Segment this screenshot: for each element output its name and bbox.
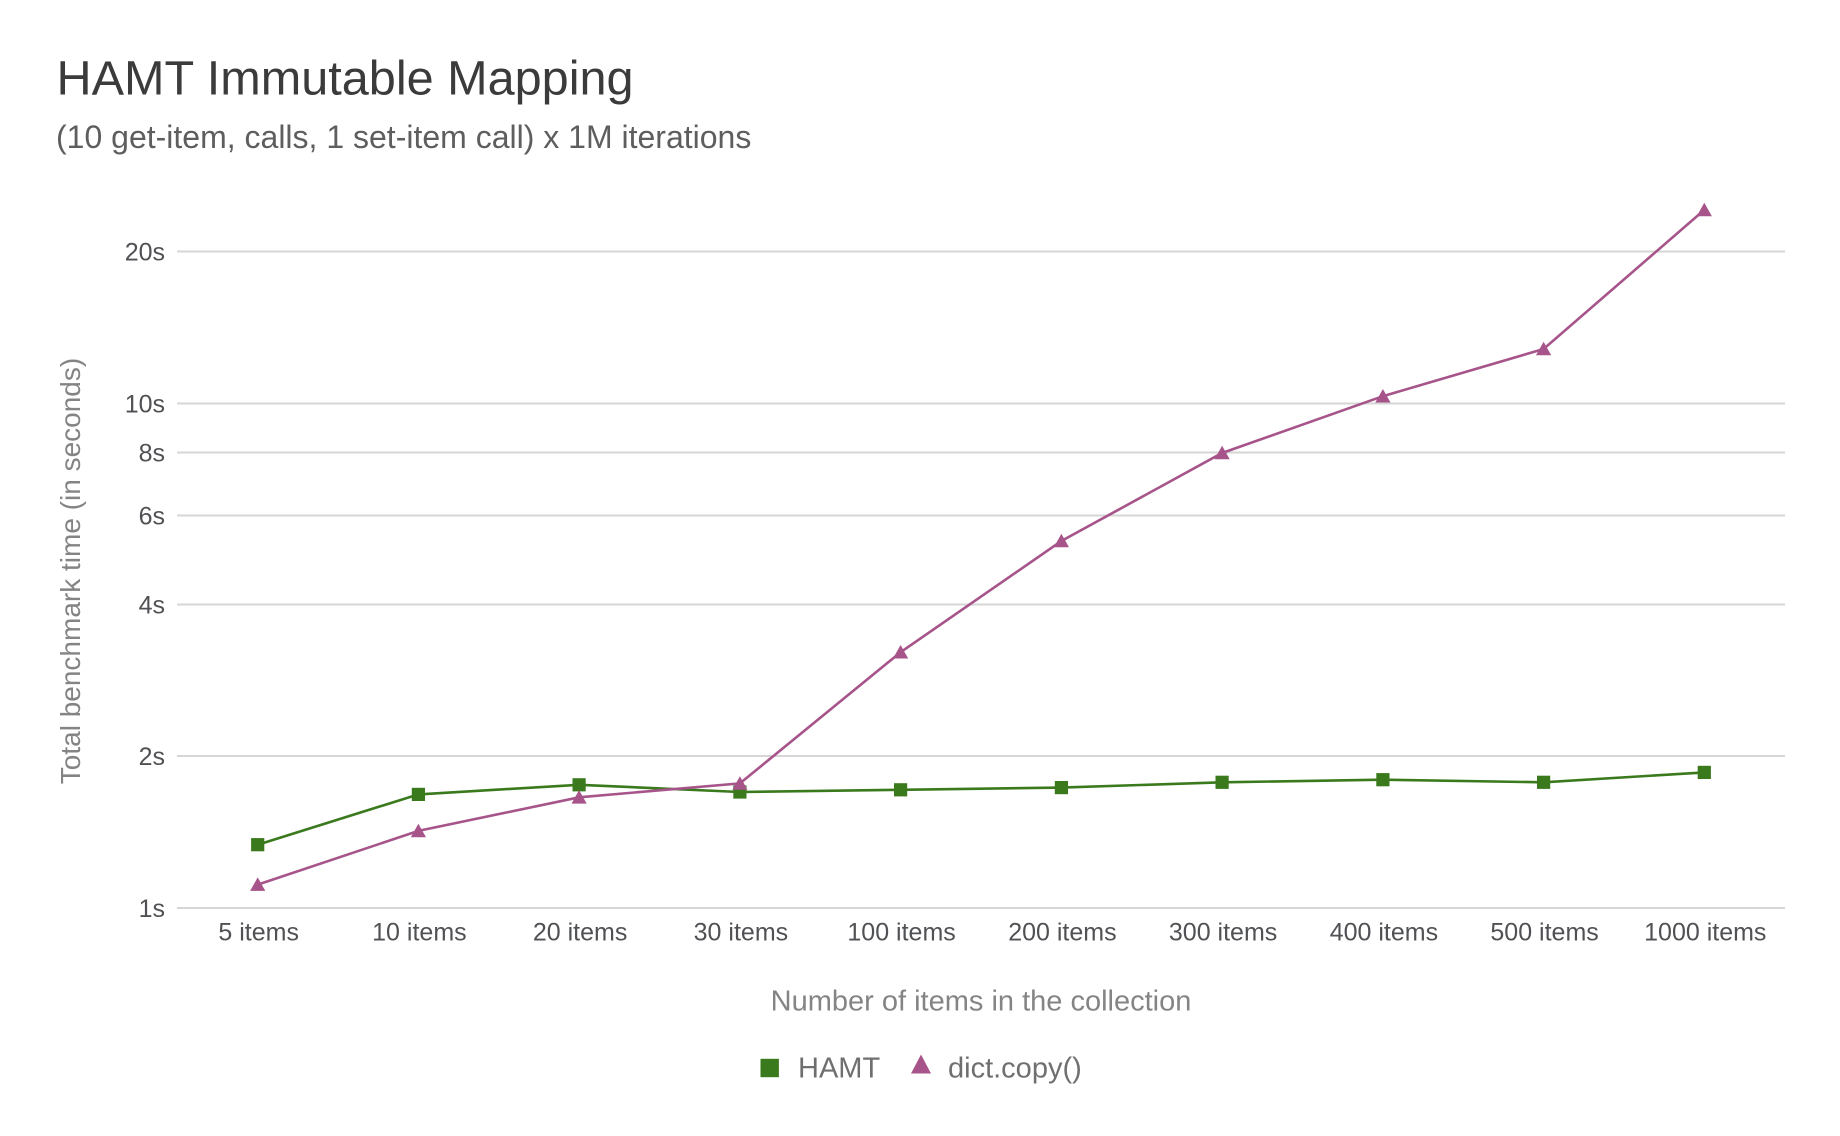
svg-text:Number of items in the collect: Number of items in the collection <box>771 986 1192 1018</box>
svg-text:6s: 6s <box>139 503 165 531</box>
svg-text:200 items: 200 items <box>1008 919 1116 947</box>
svg-text:1000 items: 1000 items <box>1644 919 1766 947</box>
svg-text:2s: 2s <box>139 743 165 771</box>
svg-text:Total benchmark time (in secon: Total benchmark time (in seconds) <box>55 358 86 784</box>
svg-text:300 items: 300 items <box>1169 919 1277 947</box>
svg-text:HAMT: HAMT <box>798 1053 880 1085</box>
svg-text:30 items: 30 items <box>694 919 788 947</box>
svg-text:10 items: 10 items <box>372 919 466 947</box>
svg-text:(10 get-item, calls, 1 set-ite: (10 get-item, calls, 1 set-item call) x … <box>56 119 751 155</box>
svg-text:4s: 4s <box>139 592 165 620</box>
svg-text:400 items: 400 items <box>1330 919 1438 947</box>
svg-text:dict.copy(): dict.copy() <box>948 1053 1082 1085</box>
svg-text:HAMT Immutable Mapping: HAMT Immutable Mapping <box>57 51 634 105</box>
svg-text:20 items: 20 items <box>533 919 627 947</box>
svg-text:10s: 10s <box>125 391 165 419</box>
svg-text:100 items: 100 items <box>847 919 955 947</box>
svg-text:8s: 8s <box>139 440 165 468</box>
svg-text:5 items: 5 items <box>218 919 299 947</box>
svg-text:500 items: 500 items <box>1490 919 1598 947</box>
svg-text:1s: 1s <box>139 895 165 923</box>
svg-text:20s: 20s <box>125 239 165 267</box>
